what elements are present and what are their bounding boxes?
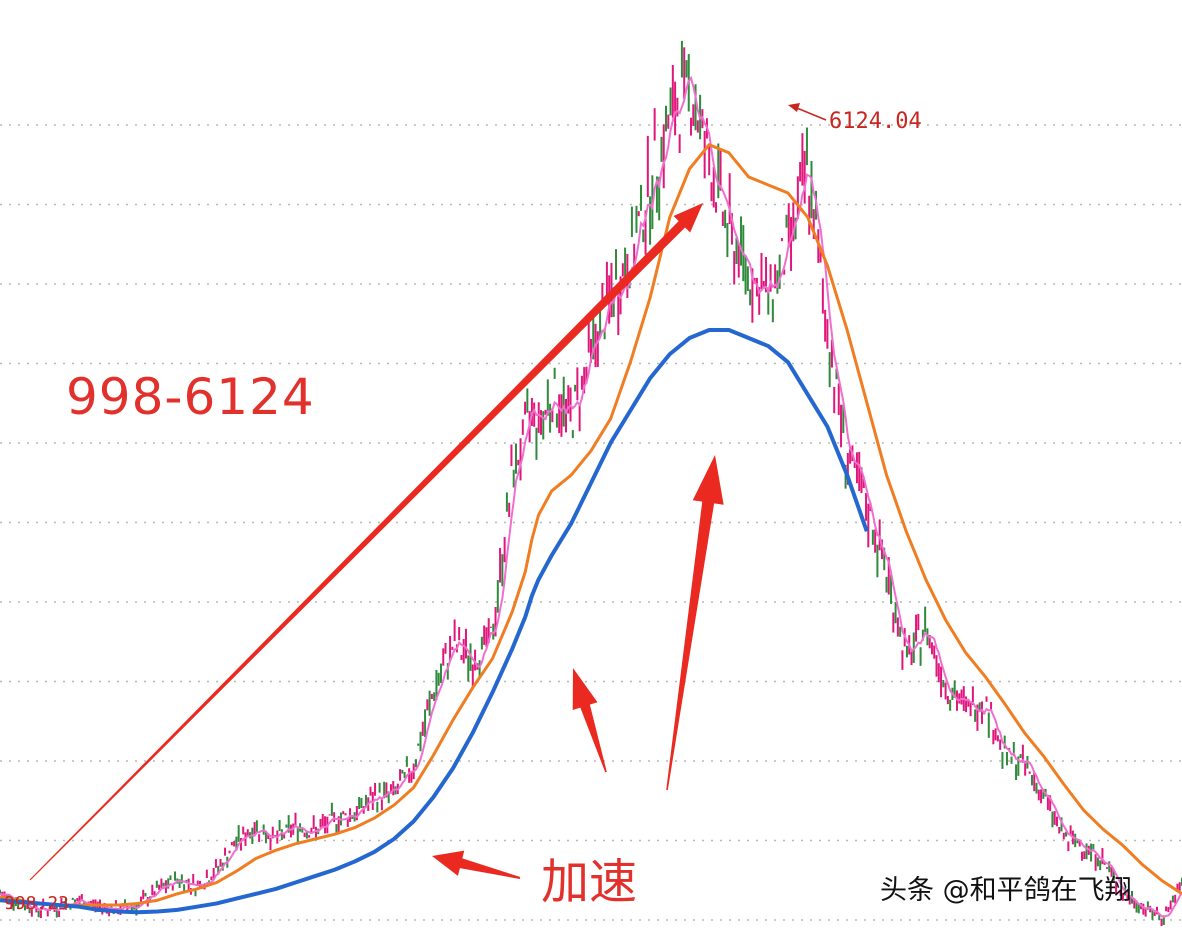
ma-mid-line (0, 143, 1182, 907)
accel-arrow-2 (666, 455, 724, 791)
acceleration-annotation: 加速 (541, 854, 638, 910)
rally-arrow (29, 203, 704, 881)
peak-pointer-head (788, 103, 800, 112)
ma-short-line (0, 75, 1182, 919)
range-annotation: 998-6124 (66, 368, 315, 426)
watermark-text: 头条 @和平鸽在飞翔 (880, 875, 1132, 906)
accel-arrow-1 (572, 668, 607, 773)
accel-arrow-3 (432, 850, 521, 879)
peak-value-label: 6124.04 (829, 109, 922, 134)
low-value-label: 998.23 (4, 893, 70, 914)
ma-long-line (0, 327, 869, 915)
